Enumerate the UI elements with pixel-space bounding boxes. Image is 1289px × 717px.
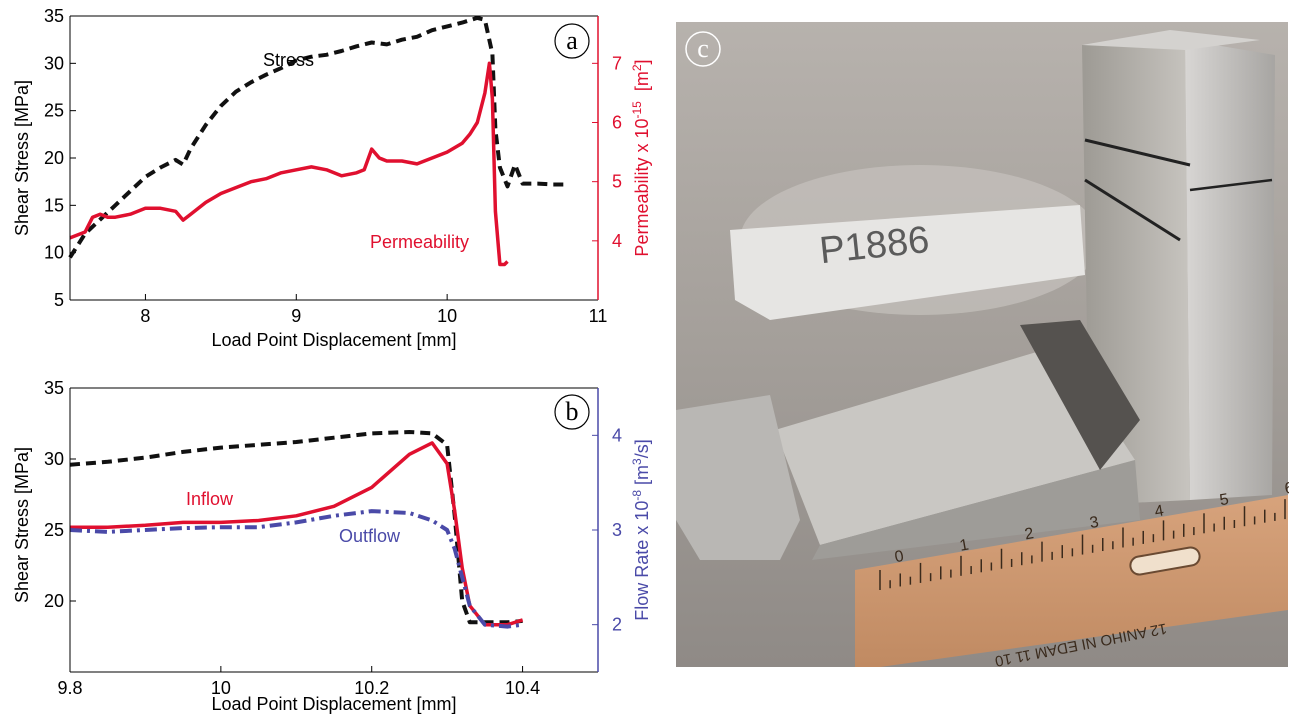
y-tick-label: 25: [44, 520, 64, 540]
tall-block-side: [1185, 40, 1275, 500]
panel-b-letter: b: [566, 397, 579, 426]
x-tick-label: 9.8: [57, 678, 82, 698]
y2-tick-label: 2: [612, 615, 622, 635]
ruler-digit: 2: [1023, 525, 1035, 543]
y-tick-label: 30: [44, 449, 64, 469]
y-tick-label: 20: [44, 148, 64, 168]
y-tick-label: 30: [44, 53, 64, 73]
y-tick-label: 10: [44, 243, 64, 263]
tall-block-top: [1082, 30, 1260, 50]
series-line-stress-b: [69, 430, 523, 625]
x-tick-label: 8: [140, 306, 150, 326]
panel-b-ticks: 9.8 10 10.2 10.4 20 25 30 35 2 3 4: [44, 378, 622, 698]
y-tick-label: 25: [44, 101, 64, 121]
y2-tick-label: 4: [612, 231, 622, 251]
y-tick-label: 20: [44, 591, 64, 611]
ruler-body: [855, 495, 1288, 667]
series-line-outflow-b: [69, 509, 523, 629]
tall-block-crack-1: [1084, 138, 1191, 167]
panel-a-xlabel: Load Point Displacement [mm]: [211, 330, 456, 350]
ruler-digit: 6: [1283, 480, 1289, 498]
ruler-digit: 3: [1088, 514, 1100, 532]
x-tick-label: 10: [211, 678, 231, 698]
panel-b-letter-circle: [554, 394, 590, 430]
panel-a-series: [68, 15, 568, 267]
ruler-ticks: [879, 499, 1286, 590]
y2-tick-label: 5: [612, 172, 622, 192]
ruler-digit: 0: [893, 548, 905, 566]
x-tick-label: 10: [437, 306, 457, 326]
panel-b-ylabel: Shear Stress [MPa]: [12, 447, 32, 603]
panel-a-plot-area: [70, 16, 598, 300]
inflow-label: Inflow: [186, 489, 234, 509]
panel-b: 9.8 10 10.2 10.4 20 25 30 35 2 3 4 Load Point Disp…: [12, 378, 652, 714]
tall-block-crack-2: [1084, 178, 1181, 242]
permeability-label: Permeability: [370, 232, 469, 252]
y2-tick-label: 7: [612, 53, 622, 73]
panel-b-xlabel: Load Point Displacement [mm]: [211, 694, 456, 714]
x-tick-label: 10.4: [505, 678, 540, 698]
y-tick-label: 35: [44, 378, 64, 398]
x-tick-label: 9: [291, 306, 301, 326]
panel-a-ylabel: Shear Stress [MPa]: [12, 80, 32, 236]
y-tick-label: 35: [44, 6, 64, 26]
panel-a-y2label: Permeability x 10-15 [m2]: [630, 59, 652, 256]
panel-c-letter-circle: [685, 31, 721, 67]
series-line-inflow-b: [70, 441, 524, 627]
y-tick-label: 5: [54, 290, 64, 310]
panel-b-y2label: Flow Rate x 10-8 [m3/s]: [630, 439, 652, 620]
panel-a-letter: a: [566, 26, 578, 55]
series-line-permeability-a: [69, 61, 509, 267]
ruler-digits: 0 1 2 3 4 5 6: [893, 480, 1289, 567]
panel-a: 8 9 10 11 5 10 15 20 25 30 35 4 5 6 7 Load Point Displ…: [12, 6, 652, 350]
panel-b-series: [69, 430, 524, 629]
ruler-slot: [1129, 546, 1201, 576]
broken-block-front: [812, 460, 1140, 560]
y2-tick-label: 3: [612, 520, 622, 540]
x-tick-label: 10.2: [354, 678, 389, 698]
panel-c-letter: c: [697, 34, 709, 63]
series-line-stress-a: [68, 15, 568, 259]
tall-block-crack-3: [1189, 178, 1273, 192]
y2-tick-label: 6: [612, 113, 622, 133]
x-tick-label: 11: [589, 306, 608, 326]
jacket-fragment-2: [1020, 320, 1140, 470]
y2-tick-label: 4: [612, 425, 622, 445]
ruler-digit: 5: [1218, 491, 1230, 509]
jacket-fragment: [676, 395, 800, 560]
ruler-digit: 4: [1153, 502, 1165, 520]
outflow-label: Outflow: [339, 526, 401, 546]
ruler-digit: 1: [958, 537, 970, 555]
broken-block-top: [775, 345, 1135, 545]
panel-a-letter-circle: [554, 23, 590, 59]
sample-tag: [730, 205, 1085, 320]
y-tick-label: 15: [44, 195, 64, 215]
stress-label-a: Stress: [263, 50, 314, 70]
